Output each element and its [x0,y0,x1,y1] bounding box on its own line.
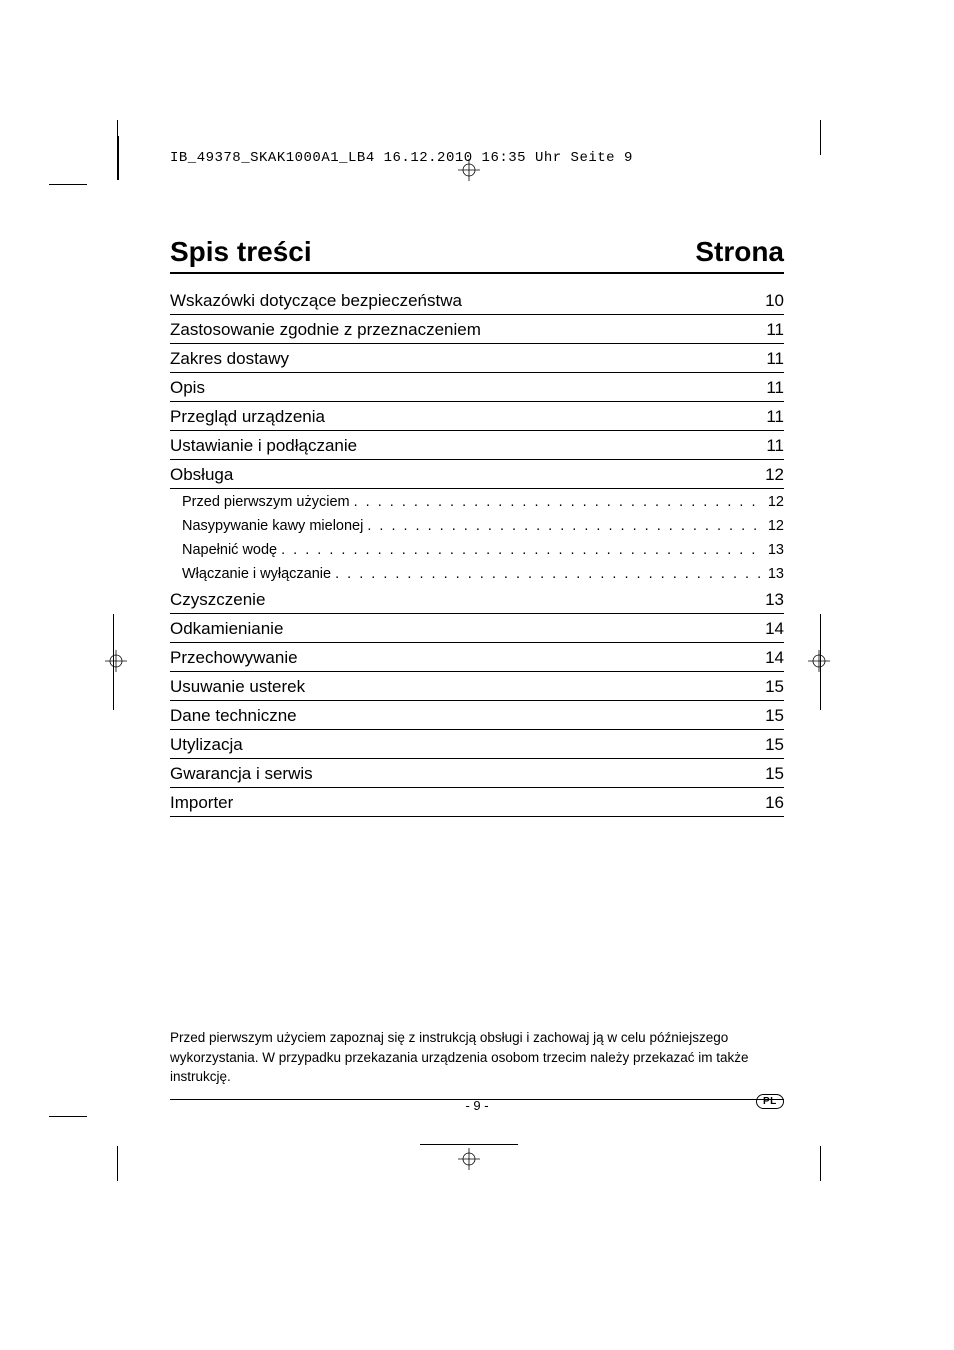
toc-row: Gwarancja i serwis 15 [170,759,784,788]
toc-subrow: Przed pierwszym użyciem . . . . . . . . … [182,489,784,513]
toc-label: Usuwanie usterek [170,677,305,697]
toc-sublabel: Włączanie i wyłączanie [182,566,331,582]
toc-page: 10 [765,291,784,311]
toc-row: Przechowywanie 14 [170,643,784,672]
toc-label: Wskazówki dotyczące bezpieczeństwa [170,291,462,311]
toc-page: 13 [765,590,784,610]
toc-page: 14 [765,619,784,639]
toc-row: Dane techniczne 15 [170,701,784,730]
toc-page: 15 [765,764,784,784]
imprint-line: IB_49378_SKAK1000A1_LB4 16.12.2010 16:35… [170,150,784,166]
page-content: IB_49378_SKAK1000A1_LB4 16.12.2010 16:35… [170,150,784,817]
crop-mark [820,1146,821,1181]
crop-mark [49,184,87,185]
toc-row: Czyszczenie 13 [170,585,784,614]
toc-row: Zakres dostawy 11 [170,344,784,373]
toc-label: Dane techniczne [170,706,297,726]
toc-label: Gwarancja i serwis [170,764,313,784]
toc-label: Zastosowanie zgodnie z przeznaczeniem [170,320,481,340]
toc-row: Obsługa 12 [170,460,784,489]
toc-page: 16 [765,793,784,813]
toc-row: Przegląd urządzenia 11 [170,402,784,431]
toc-page: 15 [765,706,784,726]
toc-title: Spis treści [170,236,312,268]
toc-label: Obsługa [170,465,233,485]
toc-subrow: Napełnić wodę . . . . . . . . . . . . . … [182,537,784,561]
toc-sublabel: Przed pierwszym użyciem [182,494,350,510]
toc-row: Zastosowanie zgodnie z przeznaczeniem 11 [170,315,784,344]
toc-page: 11 [766,378,784,398]
registration-mark-icon [105,650,127,672]
language-badge: PL [756,1094,784,1109]
crop-mark [113,614,114,710]
toc-page: 11 [766,349,784,369]
toc-row: Usuwanie usterek 15 [170,672,784,701]
toc-header: Spis treści Strona [170,236,784,274]
crop-mark [117,1146,118,1181]
imprint-bar [117,136,119,180]
toc-page: 11 [766,407,784,427]
toc-row: Utylizacja 15 [170,730,784,759]
leader-dots: . . . . . . . . . . . . . . . . . . . . … [335,566,764,582]
footnote-text: Przed pierwszym użyciem zapoznaj się z i… [170,1028,784,1100]
toc-subpage: 13 [768,566,784,582]
toc-page-heading: Strona [695,236,784,268]
toc-label: Opis [170,378,205,398]
toc-label: Przegląd urządzenia [170,407,325,427]
toc-label: Utylizacja [170,735,243,755]
toc-page: 11 [766,436,784,456]
toc-subrow: Nasypywanie kawy mielonej . . . . . . . … [182,513,784,537]
toc-label: Ustawianie i podłączanie [170,436,357,456]
toc-page: 14 [765,648,784,668]
toc-sublabel: Napełnić wodę [182,542,277,558]
toc-subpage: 13 [768,542,784,558]
toc-label: Importer [170,793,233,813]
page-number: - 9 - [0,1098,954,1113]
toc-subrow: Włączanie i wyłączanie . . . . . . . . .… [182,561,784,585]
toc-row: Wskazówki dotyczące bezpieczeństwa 10 [170,286,784,315]
toc-row: Odkamienianie 14 [170,614,784,643]
registration-mark-icon [458,1148,480,1170]
toc-label: Czyszczenie [170,590,265,610]
crop-mark [420,1144,518,1145]
toc-row: Importer 16 [170,788,784,817]
toc-sublabel: Nasypywanie kawy mielonej [182,518,363,534]
leader-dots: . . . . . . . . . . . . . . . . . . . . … [367,518,764,534]
toc-subpage: 12 [768,494,784,510]
crop-mark [820,614,821,710]
toc-page: 11 [766,320,784,340]
toc-page: 15 [765,735,784,755]
toc-label: Zakres dostawy [170,349,289,369]
leader-dots: . . . . . . . . . . . . . . . . . . . . … [281,542,764,558]
crop-mark [820,120,821,155]
crop-mark [49,1116,87,1117]
toc-label: Przechowywanie [170,648,298,668]
toc-row: Opis 11 [170,373,784,402]
registration-mark-icon [808,650,830,672]
toc-subpage: 12 [768,518,784,534]
toc-page: 12 [765,465,784,485]
toc-page: 15 [765,677,784,697]
toc-row: Ustawianie i podłączanie 11 [170,431,784,460]
leader-dots: . . . . . . . . . . . . . . . . . . . . … [354,494,764,510]
toc-label: Odkamienianie [170,619,283,639]
